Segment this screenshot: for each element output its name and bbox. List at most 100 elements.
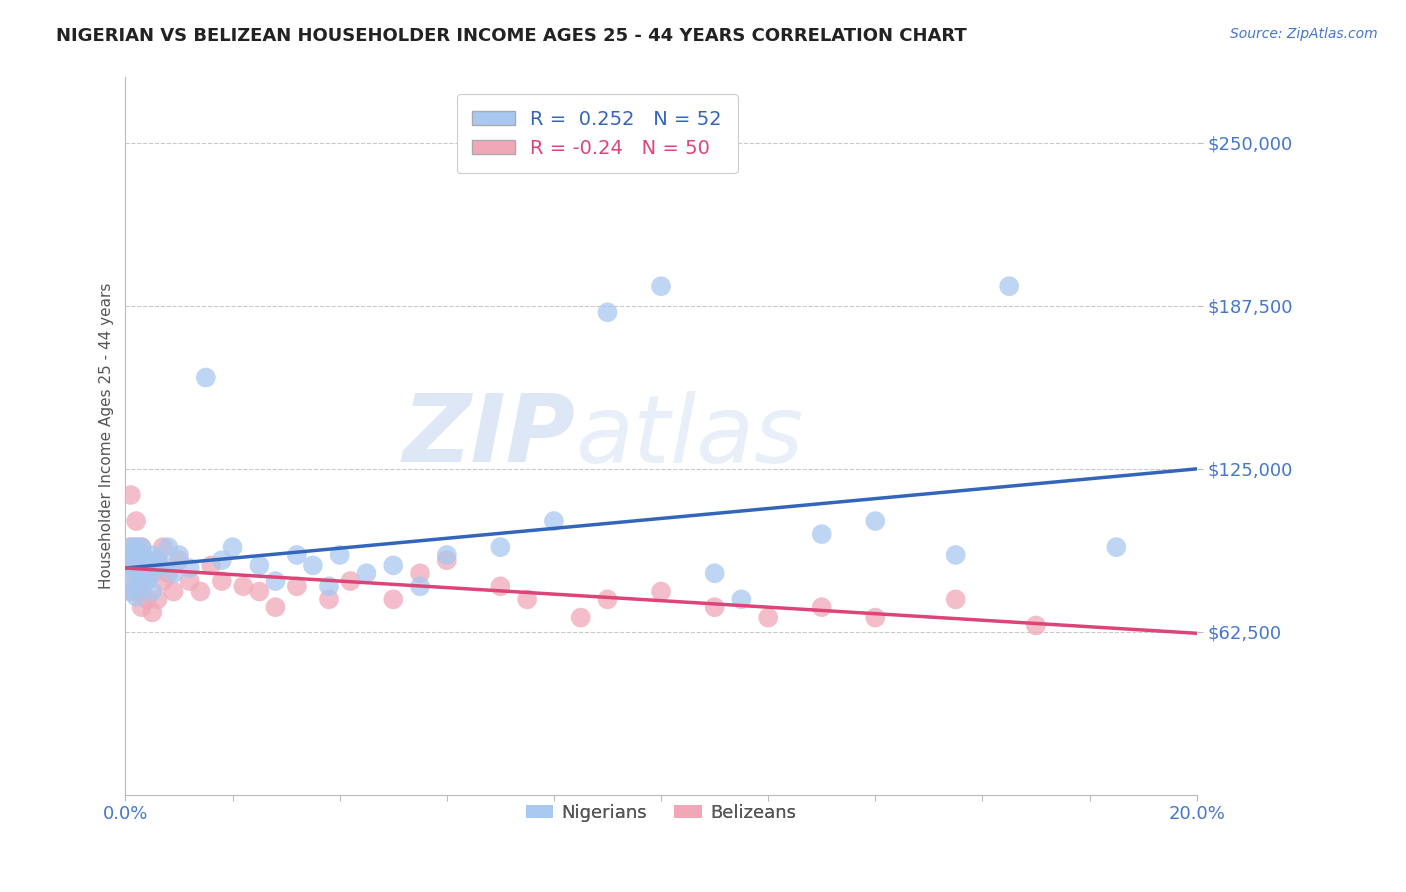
Point — [756, 610, 779, 624]
Point — [409, 579, 432, 593]
Point — [141, 566, 163, 581]
Point — [131, 558, 153, 573]
Point — [1025, 618, 1047, 632]
Point — [131, 540, 153, 554]
Point — [409, 566, 432, 581]
Point — [596, 305, 619, 319]
Point — [135, 553, 157, 567]
Point — [120, 584, 142, 599]
Point — [125, 540, 148, 554]
Text: ZIP: ZIP — [402, 391, 575, 483]
Point — [945, 548, 967, 562]
Point — [318, 579, 340, 593]
Point — [131, 566, 153, 581]
Point — [179, 574, 201, 588]
Point — [1105, 540, 1128, 554]
Point — [382, 592, 405, 607]
Point — [569, 610, 592, 624]
Point — [135, 574, 157, 588]
Point — [131, 548, 153, 562]
Point — [120, 561, 142, 575]
Point — [264, 600, 287, 615]
Legend: Nigerians, Belizeans: Nigerians, Belizeans — [519, 797, 804, 829]
Point — [211, 553, 233, 567]
Point — [131, 579, 153, 593]
Point — [194, 370, 217, 384]
Point — [146, 553, 169, 567]
Point — [167, 553, 190, 567]
Point — [264, 574, 287, 588]
Point — [131, 600, 153, 615]
Point — [730, 592, 752, 607]
Point — [650, 279, 672, 293]
Point — [125, 584, 148, 599]
Text: NIGERIAN VS BELIZEAN HOUSEHOLDER INCOME AGES 25 - 44 YEARS CORRELATION CHART: NIGERIAN VS BELIZEAN HOUSEHOLDER INCOME … — [56, 27, 967, 45]
Point — [125, 540, 148, 554]
Point — [125, 590, 148, 604]
Point — [131, 584, 153, 599]
Point — [163, 584, 186, 599]
Point — [865, 514, 887, 528]
Point — [516, 592, 538, 607]
Point — [179, 561, 201, 575]
Point — [945, 592, 967, 607]
Point — [131, 561, 153, 575]
Point — [141, 584, 163, 599]
Text: atlas: atlas — [575, 391, 804, 482]
Point — [436, 553, 458, 567]
Point — [125, 566, 148, 581]
Y-axis label: Householder Income Ages 25 - 44 years: Householder Income Ages 25 - 44 years — [100, 283, 114, 590]
Point — [131, 540, 153, 554]
Point — [163, 566, 186, 581]
Point — [120, 540, 142, 554]
Point — [120, 548, 142, 562]
Point — [125, 574, 148, 588]
Point — [125, 514, 148, 528]
Point — [382, 558, 405, 573]
Point — [211, 574, 233, 588]
Point — [703, 600, 725, 615]
Point — [141, 548, 163, 562]
Point — [125, 548, 148, 562]
Point — [152, 540, 174, 554]
Point — [810, 527, 832, 541]
Point — [285, 579, 308, 593]
Point — [135, 553, 157, 567]
Point — [232, 579, 254, 593]
Point — [329, 548, 352, 562]
Point — [120, 584, 142, 599]
Point — [135, 561, 157, 575]
Point — [120, 558, 142, 573]
Point — [167, 548, 190, 562]
Point — [650, 584, 672, 599]
Point — [146, 592, 169, 607]
Point — [489, 579, 512, 593]
Point — [339, 574, 361, 588]
Point — [125, 553, 148, 567]
Point — [318, 592, 340, 607]
Point — [998, 279, 1021, 293]
Point — [120, 540, 142, 554]
Point — [141, 566, 163, 581]
Point — [436, 548, 458, 562]
Point — [596, 592, 619, 607]
Point — [141, 606, 163, 620]
Text: Source: ZipAtlas.com: Source: ZipAtlas.com — [1230, 27, 1378, 41]
Point — [302, 558, 325, 573]
Point — [200, 558, 222, 573]
Point — [152, 558, 174, 573]
Point — [120, 488, 142, 502]
Point — [157, 566, 180, 581]
Point — [190, 584, 212, 599]
Point — [543, 514, 565, 528]
Point — [152, 574, 174, 588]
Point — [221, 540, 243, 554]
Point — [135, 592, 157, 607]
Point — [120, 574, 142, 588]
Point — [131, 566, 153, 581]
Point — [131, 558, 153, 573]
Point — [135, 574, 157, 588]
Point — [356, 566, 378, 581]
Point — [703, 566, 725, 581]
Point — [157, 540, 180, 554]
